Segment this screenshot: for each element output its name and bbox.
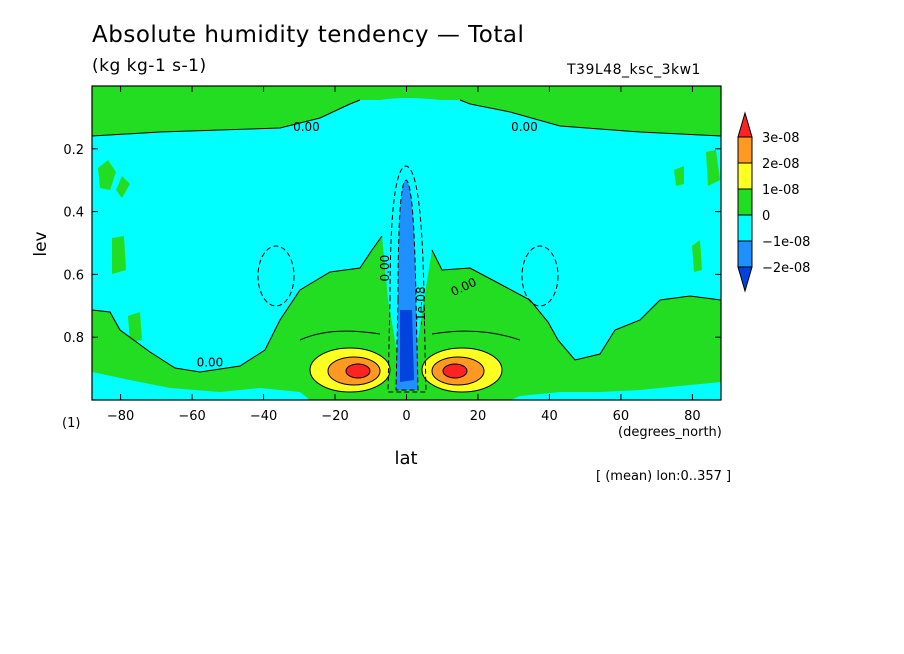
- colorbar-label: 0: [762, 209, 770, 224]
- x-axis-label: lat: [394, 448, 417, 469]
- y-tick-label: 0.4: [63, 206, 84, 221]
- chart-units: (kg kg-1 s-1): [92, 56, 207, 76]
- colorbar-segment: [737, 214, 753, 242]
- contour-label: 0.00: [197, 355, 224, 369]
- colorbar-label: 1e-08: [762, 183, 800, 198]
- contour-label: -1e-08: [414, 286, 428, 325]
- colorbar-label: −1e-08: [762, 235, 810, 250]
- x-tick-label: 40: [541, 409, 558, 424]
- colorbar-label: 2e-08: [762, 157, 800, 172]
- colorbar-segment: [737, 162, 753, 190]
- y-tick-label: 0.8: [63, 331, 84, 346]
- contour-label: 0.00: [378, 255, 392, 282]
- x-tick-label: 0: [402, 409, 410, 424]
- chart-title: Absolute humidity tendency — Total: [92, 22, 525, 48]
- x-tick-label: 60: [613, 409, 630, 424]
- colorbar-segment: [737, 188, 753, 216]
- colorbar: 3e-08 2e-08 1e-08 0 −1e-08 −2e-08: [737, 111, 810, 293]
- y-ticks: 0.2 0.4 0.6 0.8: [63, 143, 721, 346]
- y-tick-label: 0.2: [63, 143, 84, 158]
- x-tick-label: 20: [470, 409, 487, 424]
- plot-area: [92, 86, 721, 400]
- x-tick-label: −40: [250, 409, 277, 424]
- contour-label: 0.00: [293, 120, 320, 134]
- field-lower-green: [92, 236, 721, 400]
- y-axis-label: lev: [31, 231, 51, 256]
- colorbar-cap-top: [737, 111, 753, 138]
- colorbar-cap-bottom: [737, 266, 753, 293]
- x-tick-label: −80: [107, 409, 134, 424]
- colorbar-label: −2e-08: [762, 261, 810, 276]
- x-tick-label: −60: [178, 409, 205, 424]
- footnote: [ (mean) lon:0..357 ]: [596, 469, 732, 484]
- panel-mark: (1): [62, 416, 81, 431]
- colorbar-label: 3e-08: [762, 131, 800, 146]
- y-tick-label: 0.6: [63, 268, 84, 283]
- colorbar-segment: [737, 240, 753, 268]
- colorbar-segment: [737, 136, 753, 164]
- field-upper-band: [92, 86, 721, 136]
- x-axis-units: (degrees_north): [618, 425, 722, 440]
- run-id: T39L48_ksc_3kw1: [567, 62, 701, 78]
- contour-label: 0.00: [511, 120, 538, 134]
- x-tick-label: −20: [321, 409, 348, 424]
- x-tick-label: 80: [684, 409, 701, 424]
- x-ticks: −80 −60 −40 −20 0 20 40 60 80: [107, 86, 701, 424]
